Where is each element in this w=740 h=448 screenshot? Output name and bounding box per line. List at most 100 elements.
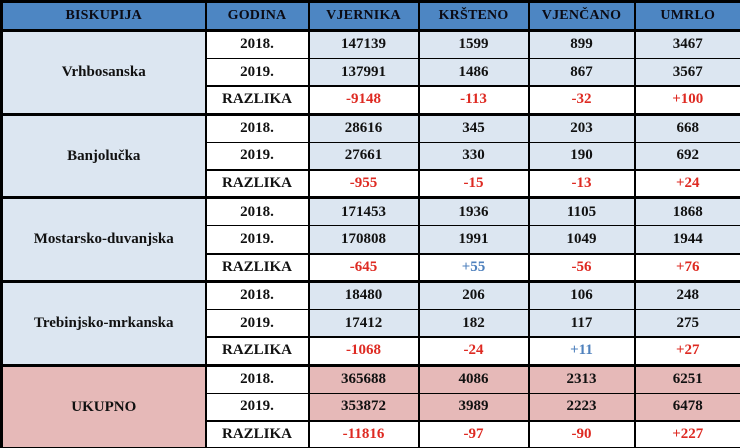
table-row: RAZLIKA -1068 -24 +11 +27 <box>1 337 740 366</box>
year-label-cell: 2019. <box>204 225 310 254</box>
value-cell: 2313 <box>527 365 636 394</box>
value-cell: 203 <box>527 114 636 143</box>
value-cell: 1049 <box>527 225 636 254</box>
diocese-name-cell: Banjolučka <box>0 114 207 198</box>
column-header-vjencano: VJENČANO <box>527 1 636 31</box>
value-cell: 4086 <box>417 365 530 394</box>
value-cell: +27 <box>633 337 740 366</box>
value-cell: -11816 <box>307 420 420 448</box>
value-cell: -1068 <box>307 337 420 366</box>
value-cell: 1944 <box>633 225 740 254</box>
razlika-label-cell: RAZLIKA <box>204 337 310 366</box>
value-cell: 3989 <box>417 393 530 421</box>
value-cell: -13 <box>527 169 636 198</box>
table-row: 2019. 27661 330 190 692 <box>1 142 740 170</box>
value-cell: 345 <box>417 114 530 143</box>
value-cell: 248 <box>633 281 740 310</box>
value-cell: 170808 <box>307 225 420 254</box>
value-cell: 6251 <box>633 365 740 394</box>
value-cell: -955 <box>307 169 420 198</box>
year-label-cell: 2019. <box>204 393 310 421</box>
value-cell: +76 <box>633 253 740 282</box>
value-cell: 28616 <box>307 114 420 143</box>
value-cell: 190 <box>527 142 636 170</box>
value-cell: 2223 <box>527 393 636 421</box>
column-header-vjernika: VJERNIKA <box>307 1 420 31</box>
value-cell: +24 <box>633 169 740 198</box>
value-cell: 353872 <box>307 393 420 421</box>
column-header-umrlo: UMRLO <box>633 1 740 31</box>
table-body: Vrhbosanska 2018. 147139 1599 899 3467 2019. 13… <box>0 30 740 448</box>
value-cell: 692 <box>633 142 740 170</box>
value-cell: 6478 <box>633 393 740 421</box>
value-cell: -24 <box>417 337 530 366</box>
value-cell: -56 <box>527 253 636 282</box>
year-label-cell: 2019. <box>204 58 310 87</box>
razlika-label-cell: RAZLIKA <box>204 169 310 198</box>
table-row: 2019. 170808 1991 1049 1944 <box>1 225 740 254</box>
table-row: 2019. 353872 3989 2223 6478 <box>1 393 740 421</box>
value-cell: 668 <box>633 114 740 143</box>
value-cell: 147139 <box>307 30 420 59</box>
value-cell: +55 <box>417 253 530 282</box>
column-header-biskupija: BISKUPIJA <box>0 1 207 31</box>
diocese-name-cell: Trebinjsko-mrkanska <box>0 281 207 366</box>
value-cell: -15 <box>417 169 530 198</box>
razlika-label-cell: RAZLIKA <box>204 420 310 448</box>
year-label-cell: 2018. <box>204 114 310 143</box>
table-row: 2019. 137991 1486 867 3567 <box>1 58 740 87</box>
table-row: Vrhbosanska 2018. 147139 1599 899 3467 <box>0 30 740 115</box>
value-cell: -32 <box>527 86 636 115</box>
year-label-cell: 2018. <box>204 281 310 310</box>
value-cell: -9148 <box>307 86 420 115</box>
diocese-name-cell: Mostarsko-duvanjska <box>0 197 207 282</box>
table-row: RAZLIKA -645 +55 -56 +76 <box>1 253 740 282</box>
value-cell: 137991 <box>307 58 420 87</box>
header-row: BISKUPIJA GODINA VJERNIKA KRŠTENO VJENČANO UM… <box>0 1 740 31</box>
value-cell: 18480 <box>307 281 420 310</box>
value-cell: -90 <box>527 420 636 448</box>
value-cell: 1599 <box>417 30 530 59</box>
table-row: RAZLIKA -11816 -97 -90 +227 <box>1 420 740 448</box>
value-cell: -113 <box>417 86 530 115</box>
value-cell: -645 <box>307 253 420 282</box>
column-header-godina: GODINA <box>204 1 310 31</box>
value-cell: +11 <box>527 337 636 366</box>
table-row: Mostarsko-duvanjska 2018. 171453 1936 1105 18… <box>0 197 740 282</box>
table-row: UKUPNO 2018. 365688 4086 2313 6251 <box>0 365 740 448</box>
value-cell: 275 <box>633 309 740 338</box>
year-label-cell: 2018. <box>204 197 310 226</box>
table-row: RAZLIKA -9148 -113 -32 +100 <box>1 86 740 115</box>
value-cell: +227 <box>633 420 740 448</box>
value-cell: 27661 <box>307 142 420 170</box>
value-cell: 117 <box>527 309 636 338</box>
year-label-cell: 2019. <box>204 309 310 338</box>
year-label-cell: 2018. <box>204 365 310 394</box>
value-cell: 365688 <box>307 365 420 394</box>
value-cell: 17412 <box>307 309 420 338</box>
column-header-krsteno: KRŠTENO <box>417 1 530 31</box>
value-cell: 3567 <box>633 58 740 87</box>
diocese-name-cell: UKUPNO <box>0 365 207 448</box>
value-cell: 1936 <box>417 197 530 226</box>
razlika-label-cell: RAZLIKA <box>204 86 310 115</box>
table-row: Banjolučka 2018. 28616 345 203 668 <box>0 114 740 198</box>
table-row: Trebinjsko-mrkanska 2018. 18480 206 106 248 <box>0 281 740 366</box>
year-label-cell: 2019. <box>204 142 310 170</box>
table-row: 2019. 17412 182 117 275 <box>1 309 740 338</box>
value-cell: 899 <box>527 30 636 59</box>
table-header: BISKUPIJA GODINA VJERNIKA KRŠTENO VJENČANO UM… <box>0 1 740 31</box>
value-cell: 867 <box>527 58 636 87</box>
value-cell: 3467 <box>633 30 740 59</box>
value-cell: 206 <box>417 281 530 310</box>
value-cell: 1868 <box>633 197 740 226</box>
value-cell: 1105 <box>527 197 636 226</box>
value-cell: +100 <box>633 86 740 115</box>
value-cell: 1486 <box>417 58 530 87</box>
value-cell: 182 <box>417 309 530 338</box>
value-cell: 1991 <box>417 225 530 254</box>
value-cell: -97 <box>417 420 530 448</box>
diocese-name-cell: Vrhbosanska <box>0 30 207 115</box>
